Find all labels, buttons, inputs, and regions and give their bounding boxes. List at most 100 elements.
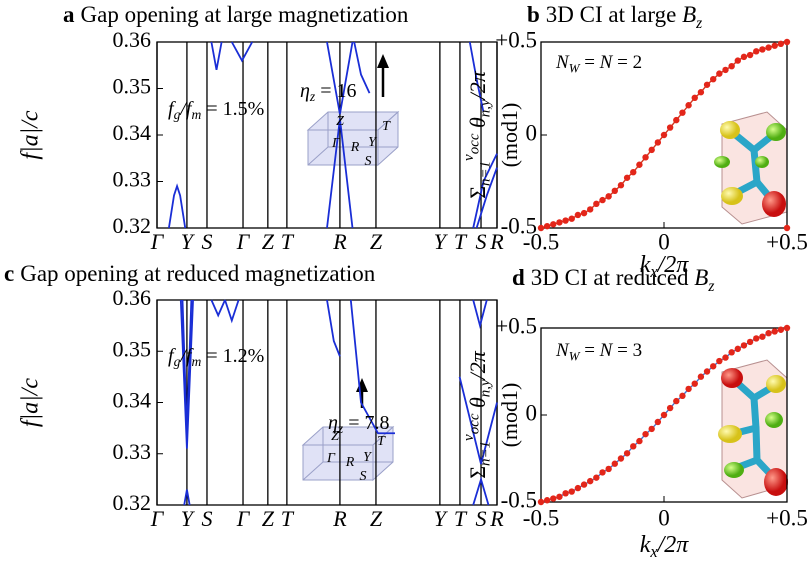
band-curve — [224, 299, 240, 324]
text-fragment: = — [579, 340, 599, 361]
y-axis-label: (mod1) — [497, 383, 522, 448]
panel-title: b 3D CI at large Bz — [527, 2, 702, 31]
data-point — [617, 182, 625, 189]
data-point — [599, 196, 606, 204]
x-tick-label: Γ — [150, 229, 165, 254]
data-point — [679, 109, 686, 116]
text-fragment: Σ — [465, 466, 490, 479]
data-point — [574, 484, 582, 492]
annotation: NW = N = 2 — [555, 52, 642, 75]
data-point — [703, 368, 711, 375]
data-point — [648, 425, 655, 433]
data-point — [753, 48, 760, 55]
data-point — [636, 161, 643, 168]
data-point — [605, 465, 612, 473]
band-curve — [458, 376, 498, 465]
x-tick-label: 0 — [658, 505, 670, 530]
data-point — [734, 57, 741, 64]
text-fragment: m — [191, 354, 201, 369]
data-point — [630, 443, 637, 450]
data-point — [587, 477, 594, 485]
text-fragment: m — [191, 107, 201, 122]
text-fragment: W — [569, 349, 581, 364]
text-fragment: = 2 — [612, 52, 642, 73]
text-fragment: n,y — [478, 379, 494, 397]
data-point — [660, 411, 668, 419]
bz-label: S — [360, 469, 367, 484]
panel-letter: c — [4, 261, 14, 286]
text-fragment: occ — [467, 133, 483, 154]
data-point — [777, 326, 785, 333]
panel-title: a Gap opening at large magnetization — [63, 2, 409, 27]
bz-label: Γ — [326, 451, 336, 466]
x-tick-label: S — [201, 229, 212, 254]
text-fragment: η — [300, 80, 310, 102]
data-point — [728, 62, 735, 70]
text-fragment: 3D CI at reduced — [531, 265, 695, 290]
bz-label: Y — [368, 135, 378, 150]
data-point — [562, 490, 569, 497]
gap-label: fg/fm = 1.2% — [168, 345, 264, 370]
text-fragment: g — [174, 354, 181, 369]
data-point — [568, 215, 575, 222]
bz-label: S — [365, 154, 372, 169]
data-point — [710, 76, 717, 83]
text-fragment: B — [682, 2, 696, 27]
data-point — [673, 116, 680, 124]
y-tick-label: 0.36 — [113, 285, 152, 310]
data-point — [623, 450, 631, 457]
data-point — [556, 493, 563, 500]
band-curve — [210, 41, 223, 71]
data-point — [679, 392, 686, 400]
text-fragment: η — [328, 412, 338, 434]
data-point — [543, 222, 551, 230]
x-tick-label: Y — [181, 506, 196, 531]
x-tick-label: S — [476, 229, 487, 254]
data-point — [580, 481, 588, 488]
text-fragment: /2π — [465, 350, 490, 381]
y-tick-label: 0.32 — [113, 490, 152, 515]
text-fragment: N — [599, 340, 614, 361]
data-point — [648, 146, 655, 154]
text-fragment: /2π — [465, 70, 490, 101]
x-axis-label: kx/2π — [640, 532, 690, 561]
data-point — [710, 363, 717, 370]
y-tick-label: -0.5 — [501, 213, 537, 238]
text-fragment: / — [179, 98, 188, 120]
bz-label: R — [345, 455, 355, 470]
y-axis-label: Σn=1νocc θn,y/2π — [462, 70, 495, 199]
text-fragment: k — [640, 252, 651, 278]
y-tick-label: 0.34 — [113, 120, 152, 145]
text-fragment: N — [555, 340, 570, 361]
data-point — [734, 345, 741, 353]
x-tick-label: 0 — [658, 229, 670, 254]
band-curve — [349, 299, 395, 435]
data-point — [783, 224, 791, 232]
annotation: NW = N = 3 — [555, 340, 642, 363]
data-point — [550, 495, 557, 502]
data-point — [654, 418, 662, 426]
data-point — [623, 174, 631, 181]
band-curve — [472, 153, 498, 229]
data-point — [636, 437, 643, 445]
gap-label: fg/fm = 1.5% — [168, 98, 264, 123]
data-point — [593, 200, 600, 208]
data-point — [673, 397, 680, 405]
bz-label: Y — [363, 450, 373, 465]
data-point — [537, 224, 545, 232]
data-point — [587, 206, 594, 213]
data-point — [593, 474, 600, 481]
y-tick-label: -0.5 — [501, 487, 537, 512]
band-curve — [326, 41, 354, 115]
x-tick-label: T — [281, 506, 295, 531]
data-point — [666, 404, 674, 412]
text-fragment: θ — [465, 397, 490, 414]
y-tick-label: 0.35 — [113, 336, 152, 361]
x-tick-label: Z — [262, 506, 275, 531]
data-point — [568, 488, 575, 495]
data-point — [685, 385, 692, 393]
data-point — [654, 139, 662, 146]
data-point — [660, 131, 668, 139]
x-tick-label: Γ — [236, 229, 251, 254]
